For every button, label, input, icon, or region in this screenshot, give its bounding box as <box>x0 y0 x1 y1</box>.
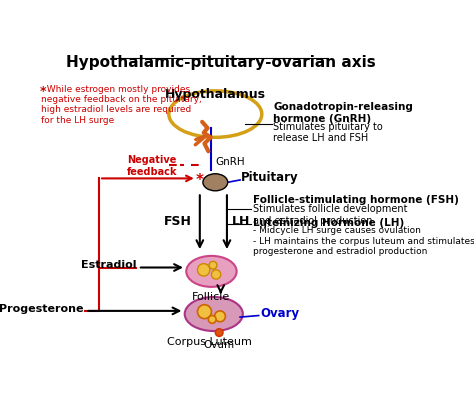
Text: Pituitary: Pituitary <box>241 171 299 184</box>
Text: Hypothalamic-pituitary-ovarian axis: Hypothalamic-pituitary-ovarian axis <box>66 55 375 70</box>
Circle shape <box>209 261 217 269</box>
Text: FSH: FSH <box>164 214 192 227</box>
Text: Stimulates pituitary to
release LH and FSH: Stimulates pituitary to release LH and F… <box>273 122 383 143</box>
Text: Hypothalamus: Hypothalamus <box>165 88 266 101</box>
Circle shape <box>209 316 216 323</box>
Circle shape <box>215 311 225 322</box>
Text: Ovary: Ovary <box>260 307 300 320</box>
Circle shape <box>198 264 210 276</box>
Text: Follicle-stimulating hormone (FSH): Follicle-stimulating hormone (FSH) <box>253 195 458 204</box>
Text: While estrogen mostly provides
negative feedback on the pituitary,
high estradio: While estrogen mostly provides negative … <box>41 85 202 125</box>
Text: Follicle: Follicle <box>192 292 230 302</box>
Text: Stimulates follicle development
and estradiol production: Stimulates follicle development and estr… <box>253 204 407 226</box>
Text: Progesterone: Progesterone <box>0 303 83 314</box>
Ellipse shape <box>186 256 237 287</box>
Text: Gonadotropin-releasing
hormone (GnRH): Gonadotropin-releasing hormone (GnRH) <box>273 102 413 124</box>
Ellipse shape <box>185 297 243 331</box>
Text: GnRH: GnRH <box>215 157 245 167</box>
Text: - Midcycle LH surge causes ovulation
- LH maintains the corpus luteum and stimul: - Midcycle LH surge causes ovulation - L… <box>253 227 474 256</box>
Text: *: * <box>39 85 46 98</box>
Text: *: * <box>196 173 204 188</box>
Circle shape <box>211 270 221 279</box>
Text: Negative
feedback: Negative feedback <box>127 155 177 177</box>
Text: Luteinizing Hormone (LH): Luteinizing Hormone (LH) <box>253 218 404 228</box>
Circle shape <box>198 305 211 319</box>
Circle shape <box>215 329 223 336</box>
Text: Corpus Luteum: Corpus Luteum <box>167 337 252 347</box>
Text: Estradiol: Estradiol <box>81 260 137 270</box>
Text: Ovum: Ovum <box>204 340 235 349</box>
Ellipse shape <box>203 174 228 191</box>
Text: LH: LH <box>232 214 251 227</box>
